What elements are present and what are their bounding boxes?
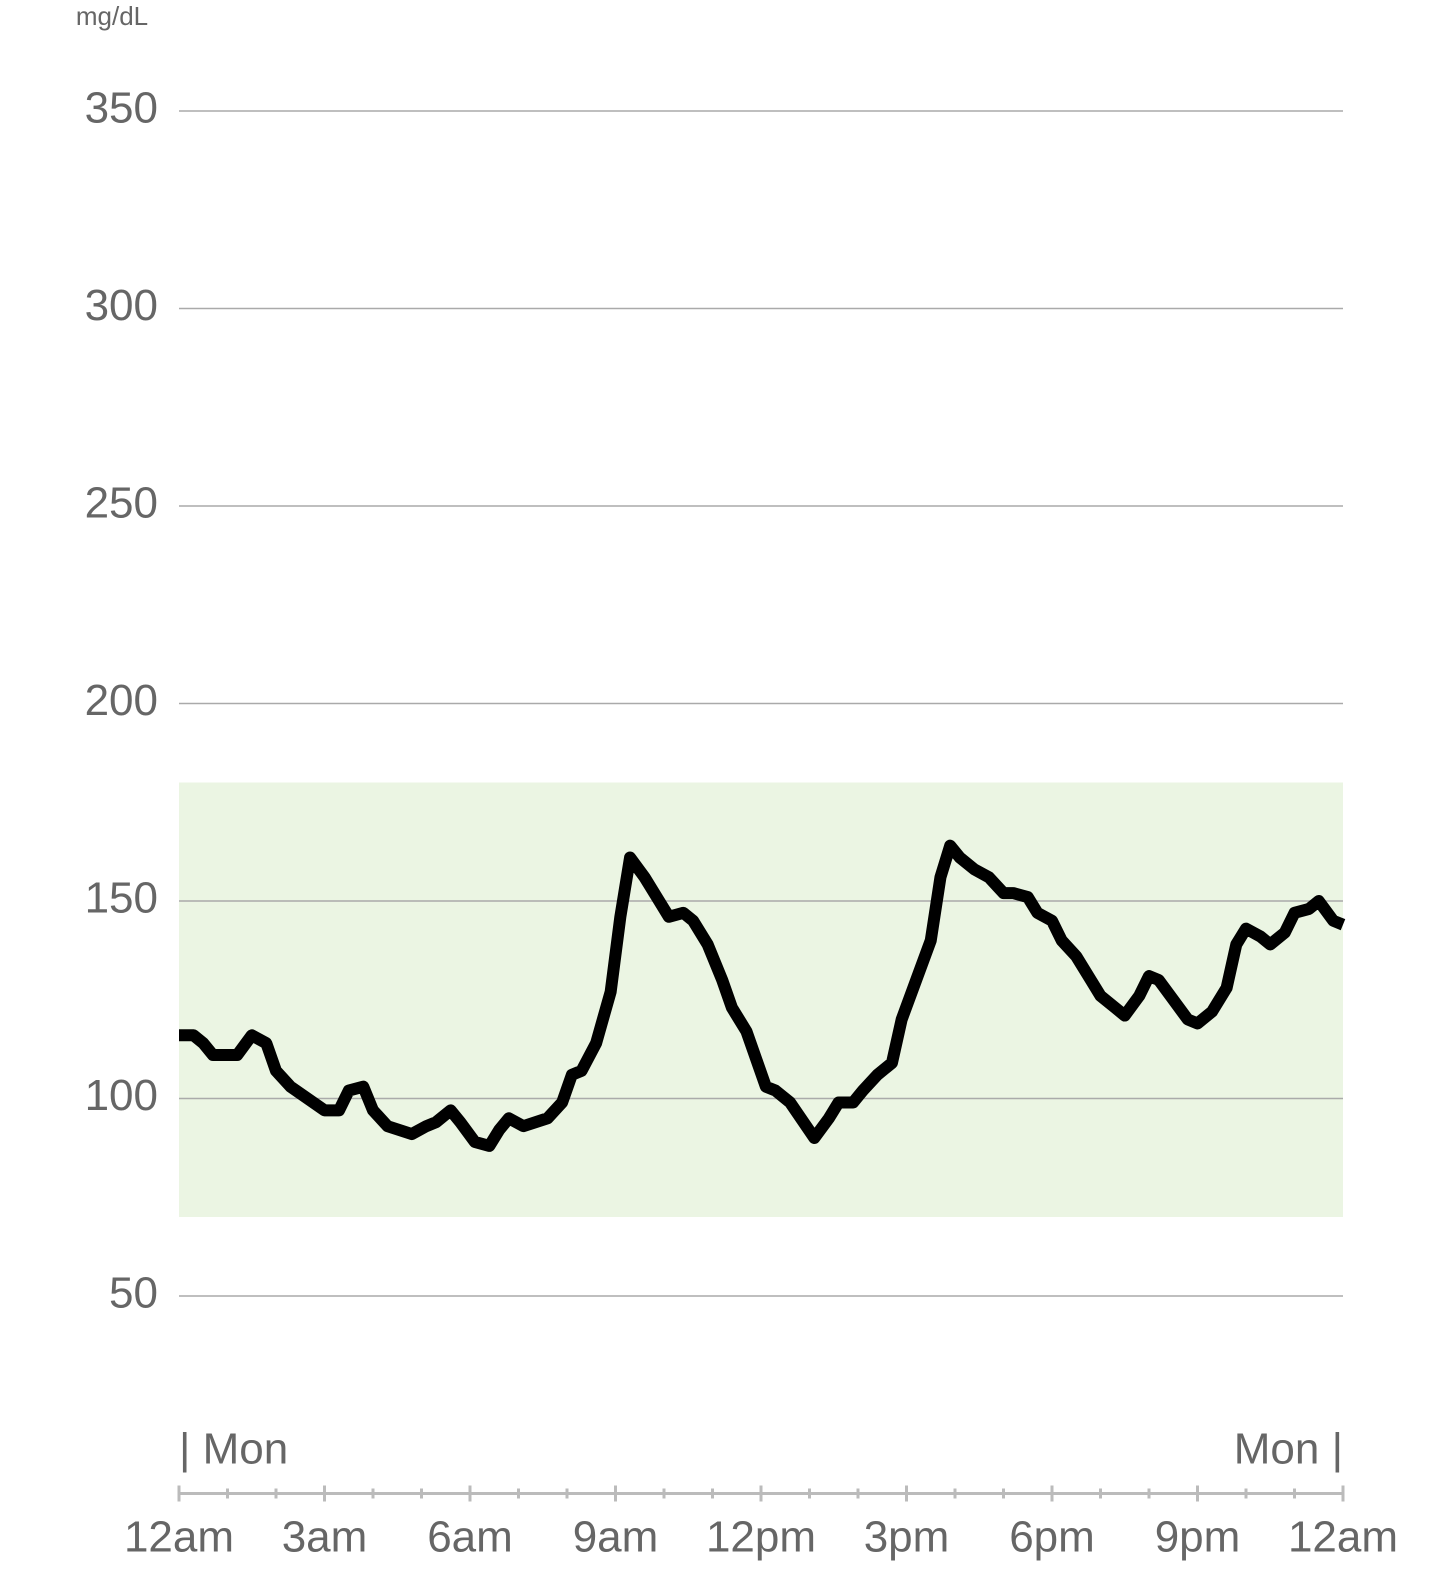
x-tick-label: 12am bbox=[124, 1513, 234, 1562]
x-tick-label: 6pm bbox=[1009, 1513, 1095, 1562]
y-unit: mg/dL bbox=[76, 1, 148, 31]
x-tick-label: 12am bbox=[1288, 1513, 1398, 1562]
x-tick-label: 6am bbox=[427, 1513, 513, 1562]
target-range bbox=[179, 782, 1343, 1217]
x-tick-label: 3am bbox=[282, 1513, 368, 1562]
y-tick-label: 250 bbox=[85, 479, 158, 528]
x-tick-label: 3pm bbox=[864, 1513, 950, 1562]
y-tick-label: 150 bbox=[85, 874, 158, 923]
y-tick-label: 200 bbox=[85, 676, 158, 725]
x-tick-label: 9am bbox=[573, 1513, 659, 1562]
y-tick-label: 50 bbox=[109, 1269, 158, 1318]
y-tick-label: 300 bbox=[85, 281, 158, 330]
day-label: Mon | bbox=[1234, 1425, 1343, 1474]
y-tick-label: 100 bbox=[85, 1071, 158, 1120]
x-tick-label: 12pm bbox=[706, 1513, 816, 1562]
y-tick-label: 350 bbox=[85, 84, 158, 133]
glucose-line bbox=[179, 839, 1346, 1152]
day-label: | Mon bbox=[179, 1425, 288, 1474]
x-tick-label: 9pm bbox=[1155, 1513, 1241, 1562]
